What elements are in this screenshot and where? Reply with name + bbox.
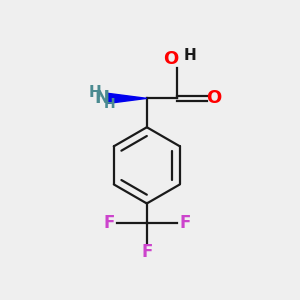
Text: H: H [183,48,196,63]
Text: H: H [88,85,101,100]
Text: F: F [103,214,114,232]
Text: H: H [104,97,116,111]
Text: F: F [179,214,190,232]
Text: F: F [141,243,152,261]
Text: O: O [164,50,179,68]
Text: N: N [94,89,109,107]
Text: O: O [206,89,221,107]
Polygon shape [108,93,147,103]
